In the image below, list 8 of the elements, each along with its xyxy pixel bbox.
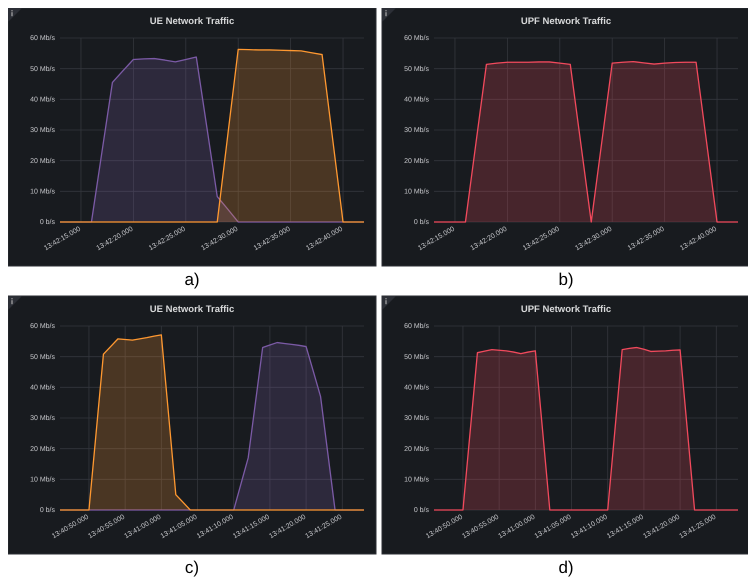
chart-title: UPF Network Traffic xyxy=(520,304,612,315)
chart-title: UE Network Traffic xyxy=(150,16,234,27)
text: d) xyxy=(558,558,574,577)
text: a) xyxy=(184,270,200,289)
text: c) xyxy=(184,558,200,577)
text: b) xyxy=(558,270,574,289)
chart-title: UE Network Traffic xyxy=(150,304,234,315)
chart-title: UPF Network Traffic xyxy=(520,16,612,27)
